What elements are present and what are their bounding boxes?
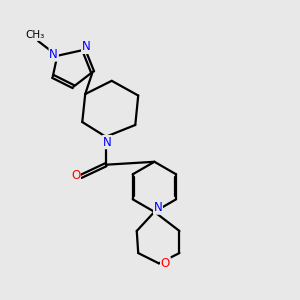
Text: CH₃: CH₃ xyxy=(26,30,45,40)
Text: N: N xyxy=(103,136,112,148)
Text: N: N xyxy=(103,136,112,148)
Text: N: N xyxy=(154,201,162,214)
Text: O: O xyxy=(161,257,170,270)
Text: N: N xyxy=(49,48,58,61)
Text: N: N xyxy=(82,40,91,53)
Text: N: N xyxy=(82,40,91,53)
Text: N: N xyxy=(154,201,162,214)
Text: O: O xyxy=(71,169,80,182)
Text: N: N xyxy=(49,48,58,61)
Text: CH₃: CH₃ xyxy=(26,30,45,40)
Text: O: O xyxy=(161,257,170,270)
Text: O: O xyxy=(71,169,80,182)
